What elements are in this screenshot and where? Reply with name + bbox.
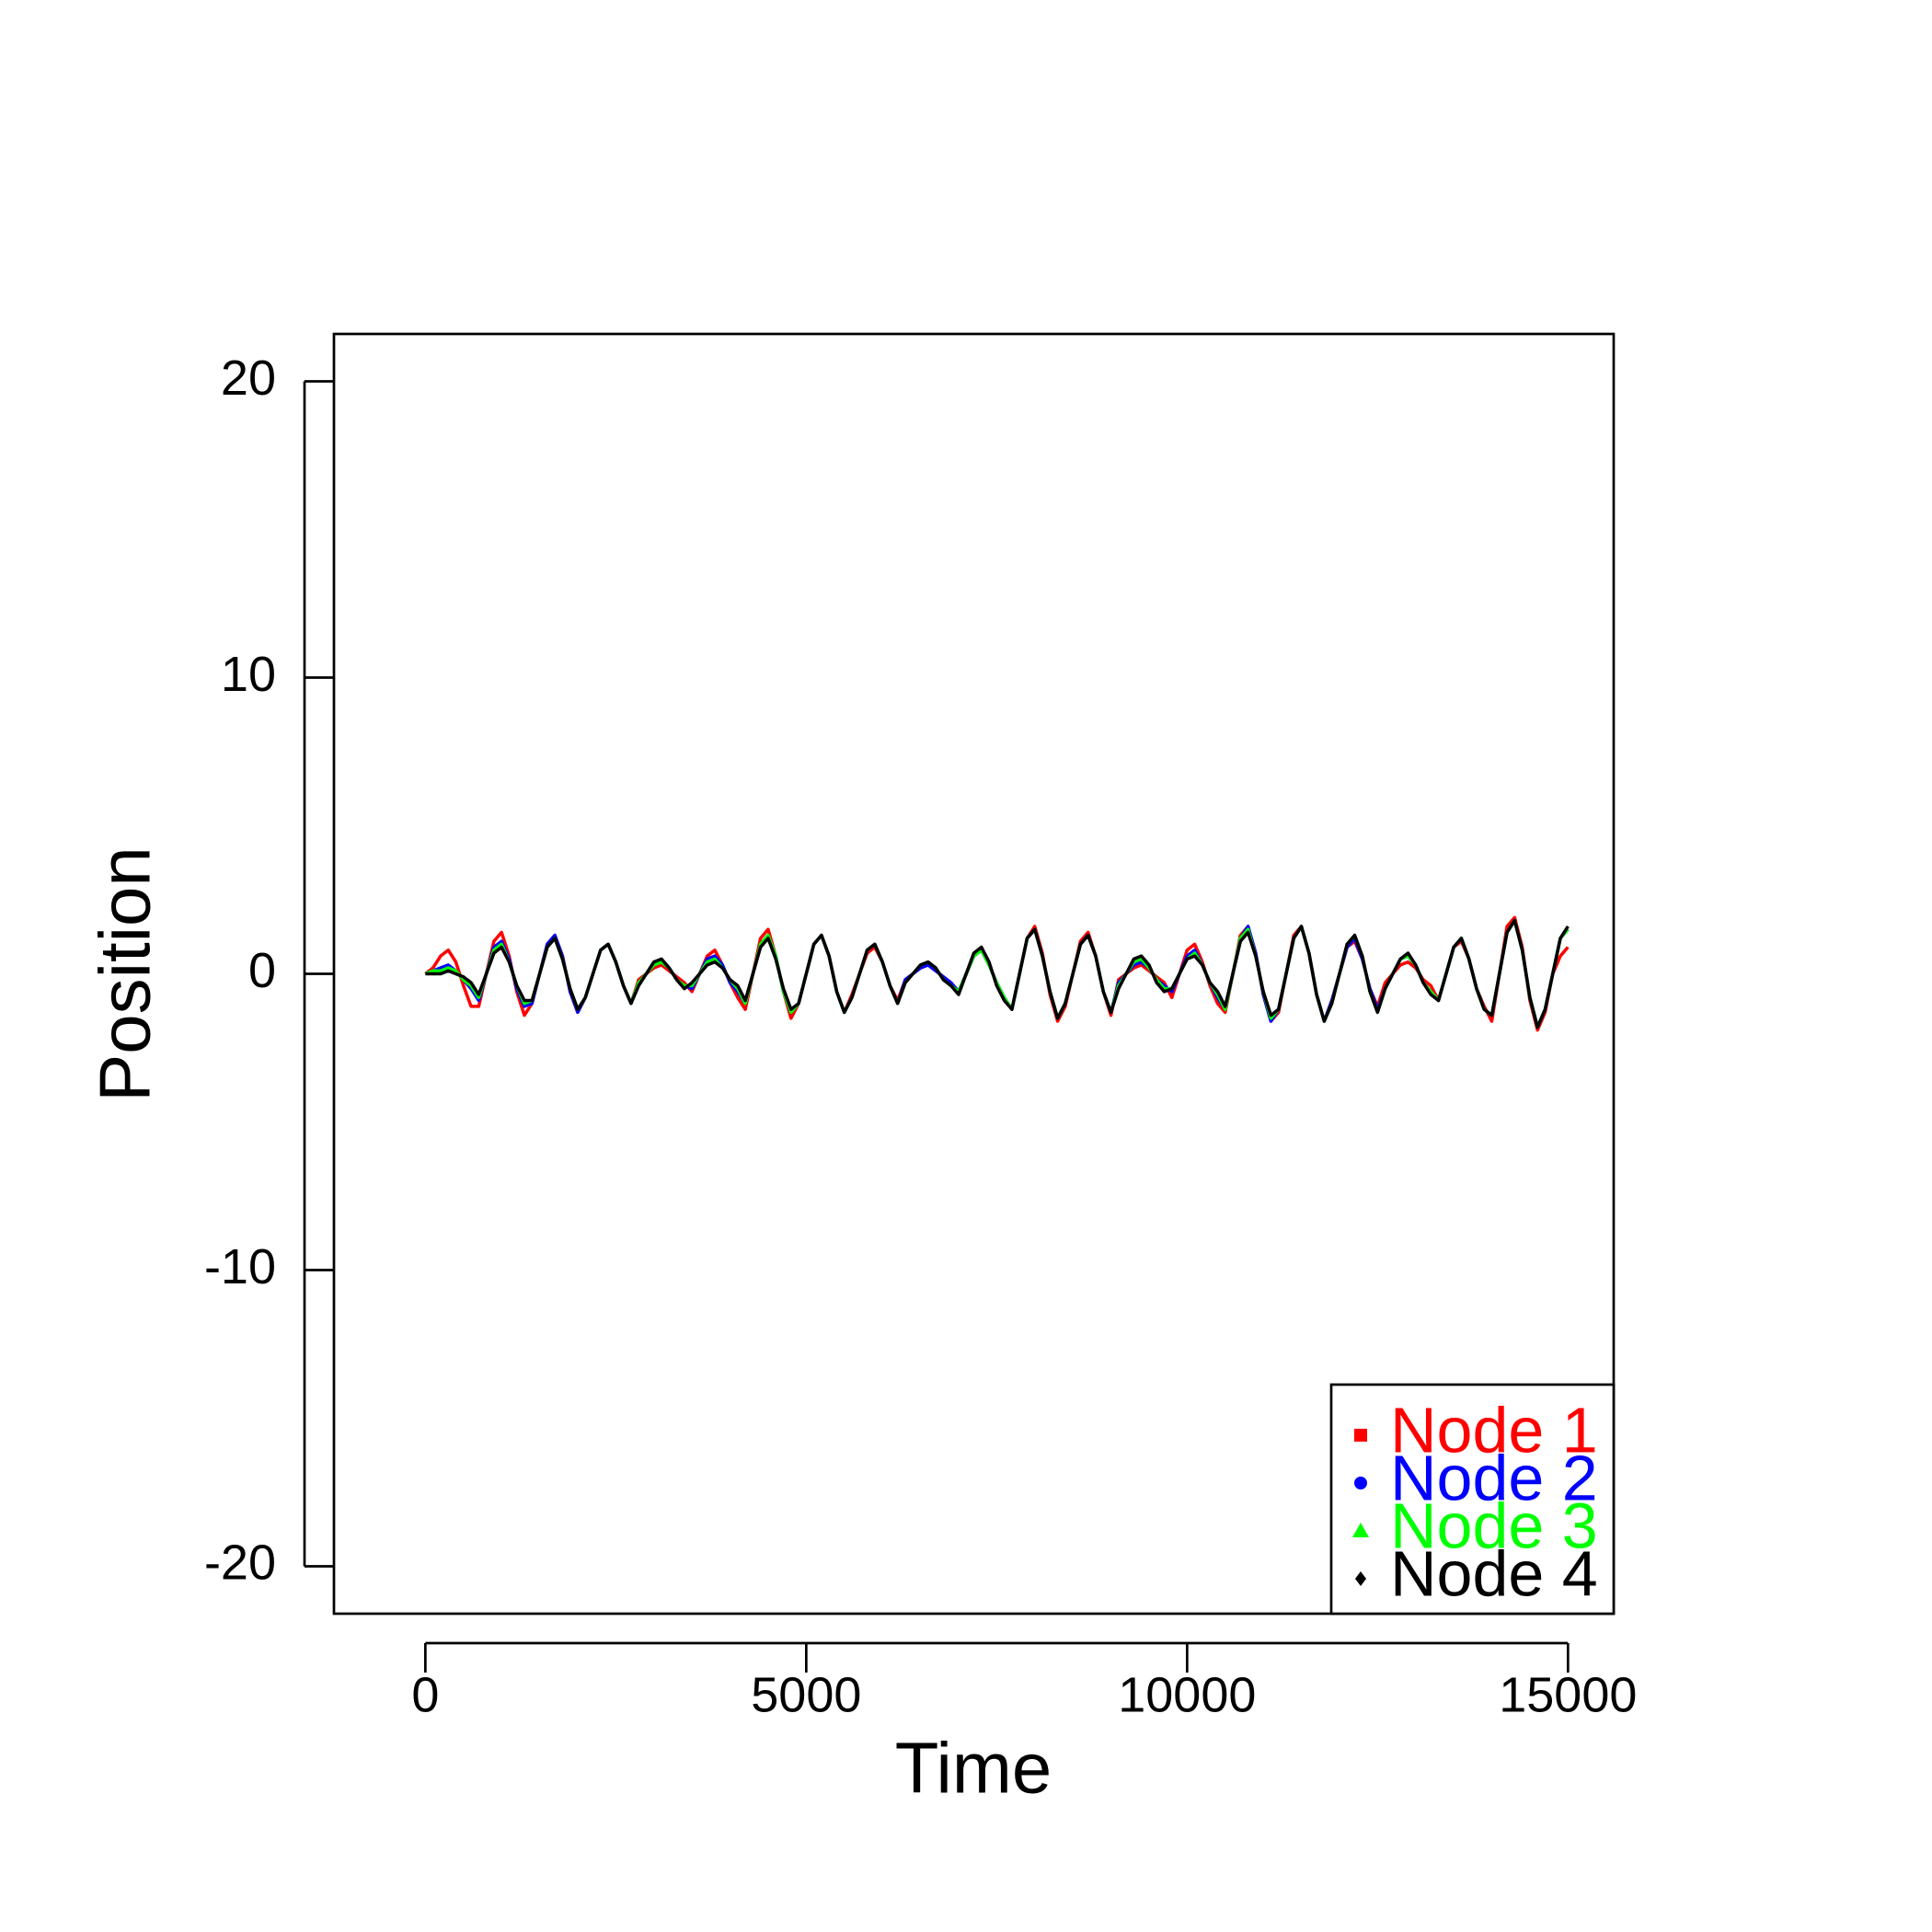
legend-marker: [1355, 1571, 1366, 1586]
series-line: [424, 918, 1570, 1029]
x-tick-label: 15000: [1499, 1667, 1637, 1722]
y-tick-label: 20: [221, 351, 276, 406]
x-tick-label: 5000: [751, 1667, 861, 1722]
x-tick-label: 10000: [1118, 1667, 1256, 1722]
y-tick-label: 10: [221, 647, 276, 702]
y-tick-label: -10: [204, 1239, 276, 1294]
legend-marker: [1354, 1429, 1367, 1442]
legend-box: [1329, 1383, 1616, 1616]
y-axis-label: Position: [85, 846, 166, 1102]
x-axis-label: Time: [895, 1728, 1052, 1809]
series-line: [424, 918, 1570, 1029]
y-tick-label: 0: [248, 943, 276, 998]
legend-label: Node 4: [1390, 1537, 1598, 1609]
legend-marker: [1352, 1523, 1369, 1537]
x-tick-label: 0: [411, 1667, 439, 1722]
legend-label: Node 2: [1390, 1442, 1598, 1513]
legend-label: Node 1: [1390, 1394, 1598, 1466]
series-line: [425, 918, 1570, 1029]
legend-label: Node 3: [1390, 1489, 1598, 1561]
legend-marker: [1354, 1477, 1367, 1489]
series-line: [424, 915, 1570, 1032]
y-tick-label: -20: [204, 1535, 276, 1591]
